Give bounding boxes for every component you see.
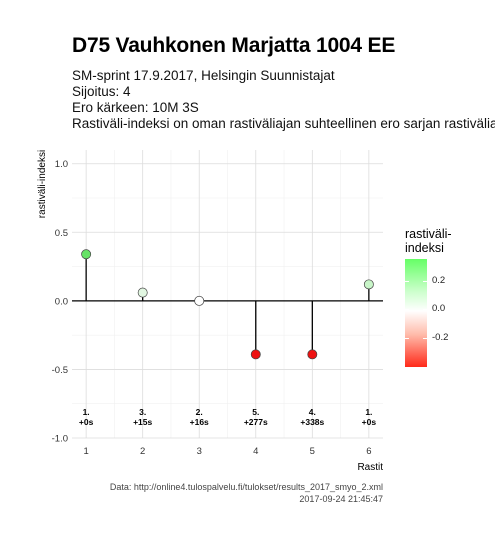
y-tick-label: 0.5 bbox=[55, 228, 68, 239]
subtitle-gap: Ero kärkeen: 10M 3S bbox=[72, 100, 199, 115]
legend-tick-mark bbox=[405, 338, 409, 340]
diff-label: +15s bbox=[133, 417, 152, 427]
chart-title: D75 Vauhkonen Marjatta 1004 EE bbox=[72, 34, 396, 57]
x-tick-label: 4 bbox=[253, 446, 258, 457]
x-axis-title: Rastit bbox=[357, 462, 383, 473]
diff-label: +16s bbox=[190, 417, 209, 427]
data-point bbox=[363, 279, 374, 290]
y-axis-title: rastiväli-indeksi bbox=[37, 150, 48, 218]
rank-label: 1. bbox=[365, 407, 372, 417]
legend-tick-mark bbox=[423, 338, 427, 340]
legend-tick-label: 0.2 bbox=[432, 274, 446, 286]
y-tick-label: -0.5 bbox=[52, 365, 68, 376]
diff-label: +0s bbox=[362, 417, 377, 427]
diff-label: +338s bbox=[300, 417, 324, 427]
rank-label: 2. bbox=[196, 407, 203, 417]
legend-tick-mark bbox=[405, 309, 409, 311]
rank-label: 3. bbox=[139, 407, 146, 417]
y-tick-label: -1.0 bbox=[52, 434, 68, 445]
data-point bbox=[137, 287, 148, 298]
caption-timestamp: 2017-09-24 21:45:47 bbox=[299, 494, 383, 504]
y-tick-label: 0.0 bbox=[55, 296, 68, 307]
data-point bbox=[81, 249, 92, 260]
data-point bbox=[194, 295, 205, 306]
legend-title-line1: rastiväli- bbox=[405, 227, 452, 241]
diff-label: +0s bbox=[79, 417, 94, 427]
subtitle-event: SM-sprint 17.9.2017, Helsingin Suunnista… bbox=[72, 68, 335, 83]
subtitle-description: Rastiväli-indeksi on oman rastiväliajan … bbox=[72, 116, 495, 131]
x-tick-label: 2 bbox=[140, 446, 145, 457]
rank-label: 4. bbox=[309, 407, 316, 417]
subtitle-placing: Sijoitus: 4 bbox=[72, 84, 131, 99]
data-point bbox=[307, 349, 318, 360]
legend-tick-label: 0.0 bbox=[432, 303, 446, 315]
legend-tick-label: -0.2 bbox=[432, 332, 449, 344]
legend-tick-mark bbox=[423, 280, 427, 282]
data-point bbox=[250, 349, 261, 360]
diff-label: +277s bbox=[244, 417, 268, 427]
rank-label: 1. bbox=[83, 407, 90, 417]
caption-source: Data: http://online4.tulospalvelu.fi/tul… bbox=[109, 482, 383, 492]
x-tick-label: 6 bbox=[366, 446, 371, 457]
x-tick-label: 5 bbox=[310, 446, 315, 457]
legend-title: rastiväli- indeksi bbox=[405, 227, 452, 255]
legend-title-line2: indeksi bbox=[405, 241, 444, 255]
x-tick-label: 1 bbox=[83, 446, 88, 457]
legend-tick-mark bbox=[405, 280, 409, 282]
y-tick-label: 1.0 bbox=[55, 159, 68, 170]
rank-label: 5. bbox=[252, 407, 259, 417]
legend-colorbar bbox=[405, 259, 427, 367]
x-tick-label: 3 bbox=[197, 446, 202, 457]
legend-tick-mark bbox=[423, 309, 427, 311]
